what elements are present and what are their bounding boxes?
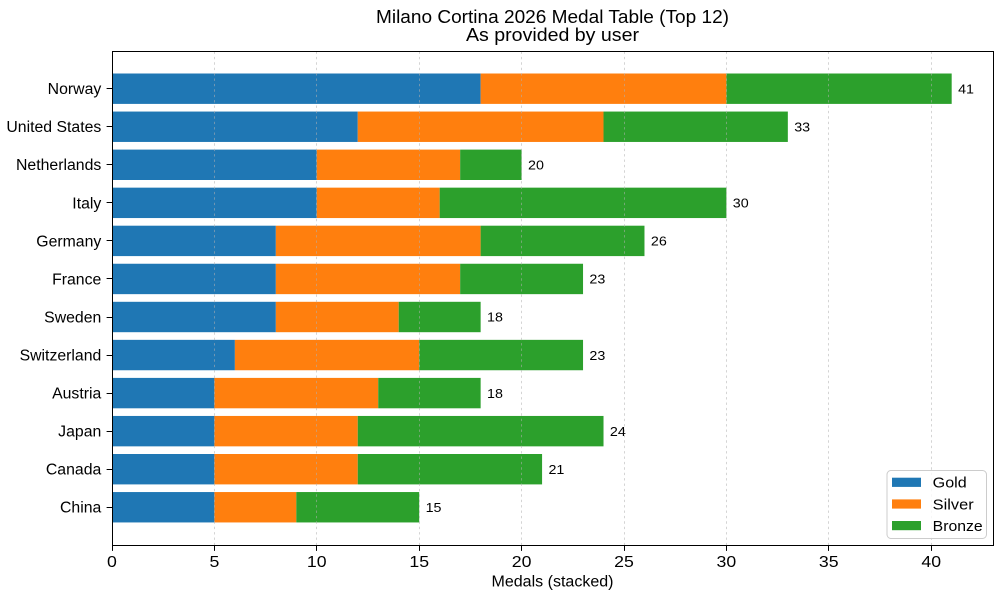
svg-text:23: 23 [589, 272, 605, 287]
svg-text:Canada: Canada [46, 462, 102, 479]
svg-text:30: 30 [717, 554, 737, 571]
svg-text:15: 15 [409, 554, 429, 571]
svg-text:Japan: Japan [58, 424, 101, 441]
svg-text:China: China [60, 500, 102, 517]
svg-text:30: 30 [733, 196, 749, 211]
svg-text:Bronze: Bronze [933, 518, 983, 535]
svg-text:France: France [52, 271, 101, 288]
svg-text:20: 20 [528, 158, 544, 173]
svg-text:26: 26 [651, 234, 667, 249]
svg-text:15: 15 [426, 500, 442, 515]
svg-text:Austria: Austria [52, 386, 102, 403]
svg-text:21: 21 [548, 462, 564, 477]
svg-text:As provided by user: As provided by user [466, 25, 639, 45]
svg-text:Italy: Italy [72, 195, 101, 212]
svg-text:Netherlands: Netherlands [16, 157, 102, 174]
svg-text:Norway: Norway [48, 81, 102, 98]
svg-text:Sweden: Sweden [44, 309, 101, 326]
svg-text:41: 41 [958, 81, 974, 96]
svg-text:United States: United States [6, 119, 101, 136]
svg-text:33: 33 [794, 119, 810, 134]
svg-text:35: 35 [819, 554, 839, 571]
svg-text:Switzerland: Switzerland [20, 347, 102, 364]
svg-text:0: 0 [107, 554, 117, 571]
svg-text:Germany: Germany [36, 233, 101, 250]
svg-text:Medals (stacked): Medals (stacked) [492, 574, 614, 591]
svg-text:23: 23 [589, 348, 605, 363]
svg-text:Gold: Gold [933, 475, 967, 492]
svg-text:40: 40 [921, 554, 941, 571]
svg-text:18: 18 [487, 310, 503, 325]
svg-text:24: 24 [610, 424, 626, 439]
svg-text:Silver: Silver [933, 496, 974, 513]
svg-text:25: 25 [614, 554, 634, 571]
svg-text:20: 20 [512, 554, 532, 571]
svg-text:18: 18 [487, 386, 503, 401]
svg-text:5: 5 [209, 554, 219, 571]
svg-text:10: 10 [307, 554, 327, 571]
svg-text:Milano Cortina 2026 Medal Tabl: Milano Cortina 2026 Medal Table (Top 12) [376, 7, 729, 27]
